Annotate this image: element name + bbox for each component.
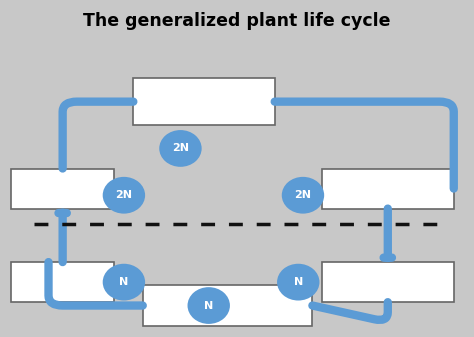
Ellipse shape: [103, 264, 145, 301]
Text: 2N: 2N: [115, 190, 132, 200]
Ellipse shape: [103, 177, 145, 214]
Text: N: N: [119, 277, 128, 287]
FancyBboxPatch shape: [11, 262, 115, 302]
Text: N: N: [293, 277, 303, 287]
Ellipse shape: [282, 177, 324, 214]
Text: 2N: 2N: [172, 144, 189, 153]
FancyBboxPatch shape: [143, 285, 312, 326]
Ellipse shape: [277, 264, 319, 301]
Text: The generalized plant life cycle: The generalized plant life cycle: [83, 12, 391, 30]
FancyBboxPatch shape: [11, 168, 115, 209]
Text: N: N: [204, 301, 213, 310]
FancyBboxPatch shape: [322, 168, 454, 209]
Ellipse shape: [188, 287, 230, 324]
FancyBboxPatch shape: [322, 262, 454, 302]
FancyBboxPatch shape: [133, 78, 275, 125]
Text: 2N: 2N: [294, 190, 311, 200]
Ellipse shape: [159, 130, 201, 167]
